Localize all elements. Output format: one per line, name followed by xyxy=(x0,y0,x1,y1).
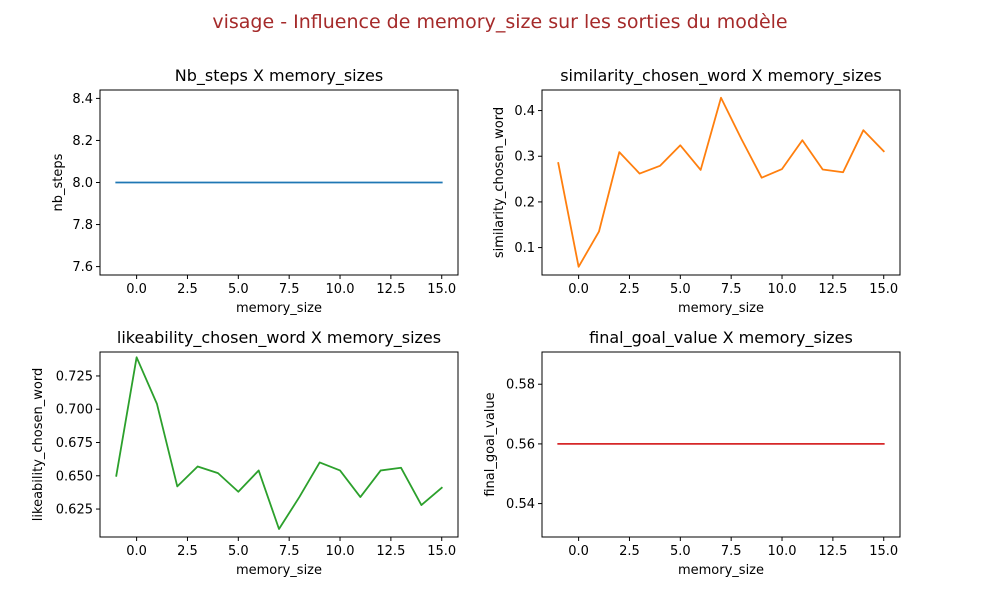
x-tick-label: 7.5 xyxy=(721,282,742,297)
x-tick-label: 2.5 xyxy=(619,282,640,297)
subplot-title: likeability_chosen_word X memory_sizes xyxy=(117,328,441,348)
y-tick-label: 7.8 xyxy=(72,218,93,233)
x-tick-label: 5.0 xyxy=(228,544,249,559)
subplot-3: likeability_chosen_word X memory_sizes 0.… xyxy=(31,328,459,578)
x-tick-label: 5.0 xyxy=(670,282,691,297)
y-tick-label: 0.1 xyxy=(514,241,535,256)
figure-title: visage - Influence de memory_size sur le… xyxy=(212,11,787,33)
axes-frame xyxy=(541,351,901,538)
x-tick-label: 0.0 xyxy=(568,544,589,559)
x-tick-label: 2.5 xyxy=(177,282,198,297)
subplot-4: final_goal_value X memory_sizes 0.0 2.5 5.0… xyxy=(483,328,901,578)
x-tick-label: 0.0 xyxy=(126,282,147,297)
x-tick-label: 2.5 xyxy=(619,544,640,559)
y-tick-label: 0.56 xyxy=(506,437,535,452)
x-tick-label: 12.5 xyxy=(376,544,405,559)
subplot-2: similarity_chosen_word X memory_sizes 0.0… xyxy=(492,66,901,316)
y-tick-label: 0.54 xyxy=(506,497,535,512)
y-axis-label: nb_steps xyxy=(51,153,66,211)
x-tick-label: 5.0 xyxy=(228,282,249,297)
y-tick-label: 0.675 xyxy=(56,436,93,451)
x-tick-label: 15.0 xyxy=(869,282,898,297)
series-line xyxy=(115,356,443,530)
y-tick-label: 0.625 xyxy=(56,503,93,518)
x-tick-label: 0.0 xyxy=(126,544,147,559)
x-tick-label: 12.5 xyxy=(818,544,847,559)
x-tick-label: 10.0 xyxy=(326,282,355,297)
y-tick-label: 8.2 xyxy=(72,134,93,149)
subplot-1: Nb_steps X memory_sizes 0.0 2.5 5.0 7.5 10.0 1… xyxy=(51,66,459,316)
y-tick-label: 0.700 xyxy=(56,403,93,418)
y-tick-label: 8.0 xyxy=(72,176,93,191)
x-tick-label: 10.0 xyxy=(768,544,797,559)
x-tick-label: 7.5 xyxy=(721,544,742,559)
x-tick-label: 5.0 xyxy=(670,544,691,559)
x-axis-label: memory_size xyxy=(678,301,764,316)
x-tick-label: 7.5 xyxy=(279,282,300,297)
x-tick-label: 15.0 xyxy=(869,544,898,559)
y-axis-label: similarity_chosen_word xyxy=(492,107,507,258)
x-axis-label: memory_size xyxy=(236,301,322,316)
subplot-title: Nb_steps X memory_sizes xyxy=(175,66,383,86)
axes-frame xyxy=(99,351,459,538)
y-tick-label: 0.3 xyxy=(514,150,535,165)
axes-frame xyxy=(541,89,901,276)
x-tick-label: 12.5 xyxy=(376,282,405,297)
y-tick-label: 0.650 xyxy=(56,469,93,484)
y-axis-label: likeability_chosen_word xyxy=(31,368,46,521)
x-tick-label: 12.5 xyxy=(818,282,847,297)
x-tick-label: 10.0 xyxy=(326,544,355,559)
subplot-title: final_goal_value X memory_sizes xyxy=(589,328,853,348)
y-tick-label: 0.2 xyxy=(514,195,535,210)
x-tick-label: 0.0 xyxy=(568,282,589,297)
y-tick-label: 0.725 xyxy=(56,369,93,384)
subplot-title: similarity_chosen_word X memory_sizes xyxy=(560,66,882,86)
series-line xyxy=(557,96,886,268)
x-tick-label: 7.5 xyxy=(279,544,300,559)
x-tick-label: 2.5 xyxy=(177,544,198,559)
x-axis-label: memory_size xyxy=(236,563,322,578)
x-axis-label: memory_size xyxy=(678,563,764,578)
y-tick-label: 0.58 xyxy=(506,378,535,393)
x-tick-label: 15.0 xyxy=(427,544,456,559)
y-tick-label: 8.4 xyxy=(72,92,93,107)
y-axis-label: final_goal_value xyxy=(483,392,498,496)
y-tick-label: 0.4 xyxy=(514,104,535,119)
x-tick-label: 10.0 xyxy=(768,282,797,297)
x-tick-label: 15.0 xyxy=(427,282,456,297)
y-tick-label: 7.6 xyxy=(72,260,93,275)
